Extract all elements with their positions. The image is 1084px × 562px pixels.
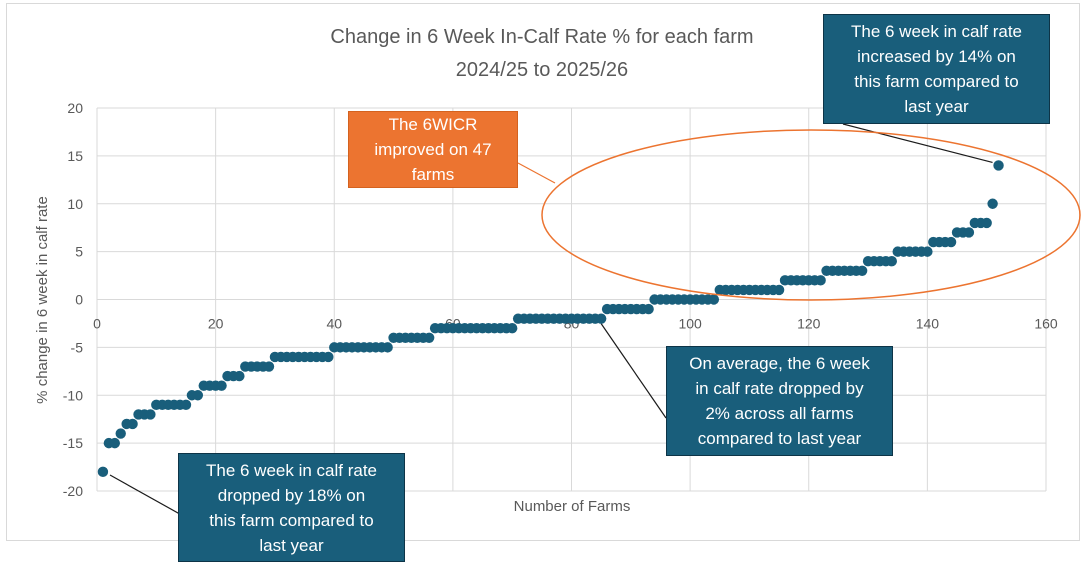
callout-line: The 6WICR (388, 115, 478, 134)
data-point (506, 323, 518, 334)
callout-line: increased by 14% on (857, 47, 1016, 66)
x-axis-label: Number of Farms (514, 498, 631, 515)
gridlines (96, 107, 1047, 492)
data-point (987, 198, 998, 209)
data-point (323, 351, 334, 363)
callout-line: this farm compared to (209, 510, 374, 530)
data-point (643, 303, 654, 315)
data-point (856, 265, 868, 276)
callout-max-drop: The 6 week in calf rate dropped by 18% o… (178, 453, 405, 562)
callout-line: The 6 week in calf rate (850, 22, 1023, 41)
y-tick-labels: -20 -15 -10 -5 0 5 10 15 20 (63, 100, 83, 499)
callout-improved-farms: The 6WICR improved on 47 farms (348, 111, 518, 188)
callout-line: last year (904, 97, 969, 116)
data-point (815, 275, 826, 286)
callout-line: this farm compared to (854, 72, 1019, 91)
data-point (263, 361, 275, 372)
y-tick-label: 20 (67, 100, 83, 116)
callout-line: The 6 week in calf rate (205, 460, 378, 480)
data-point (945, 236, 957, 248)
connector-improved (517, 162, 556, 184)
y-tick-label: 0 (75, 292, 83, 308)
callout-line: 2% across all farms (705, 404, 854, 423)
data-point (234, 370, 245, 382)
x-tick-labels: 020406080100120140160 (93, 316, 1058, 332)
highlight-ellipse (541, 129, 1081, 301)
data-point (180, 399, 192, 411)
x-tick-label: 40 (326, 316, 342, 332)
x-tick-label: 0 (93, 316, 101, 332)
callout-line: compared to last year (697, 429, 862, 448)
x-tick-label: 100 (678, 316, 702, 332)
data-point (773, 284, 785, 296)
data-point (922, 246, 933, 257)
y-tick-label: -10 (63, 387, 83, 403)
data-point (145, 409, 156, 420)
y-axis-label: % change in 6 week in calf rate (34, 196, 51, 404)
y-tick-label: -5 (71, 339, 84, 355)
y-tick-label: 5 (75, 244, 83, 260)
data-point (127, 418, 138, 430)
data-point (595, 313, 607, 324)
callout-line: improved on 47 (374, 140, 492, 159)
y-tick-label: 15 (67, 148, 83, 164)
callout-line: last year (259, 535, 324, 555)
callout-max-increase: The 6 week in calf rate increased by 14%… (823, 14, 1050, 124)
data-point (708, 294, 720, 305)
connector-max-increase (842, 123, 993, 164)
data-point (115, 428, 126, 439)
x-tick-label: 120 (797, 316, 821, 332)
callout-line: On average, the 6 week (689, 354, 870, 373)
y-tick-label: -15 (63, 435, 83, 451)
x-tick-label: 20 (208, 316, 224, 332)
callout-line: farms (411, 165, 455, 184)
data-point (963, 227, 975, 238)
y-tick-label: -20 (63, 483, 83, 499)
x-tick-label: 160 (1034, 316, 1058, 332)
data-point (423, 332, 435, 343)
callout-line: dropped by 18% on (217, 485, 366, 505)
data-point (192, 390, 204, 401)
data-point (216, 380, 227, 391)
chart-title: Change in 6 Week In-Calf Rate % for each… (330, 26, 753, 48)
data-point (382, 342, 393, 353)
data-point (886, 256, 897, 267)
callout-line: in calf rate dropped by (695, 379, 864, 398)
data-point (97, 466, 109, 478)
data-points (97, 160, 1004, 478)
data-point (109, 437, 120, 449)
x-tick-label: 140 (916, 316, 940, 332)
data-point (993, 160, 1004, 171)
connector-average (600, 323, 667, 419)
chart-subtitle: 2024/25 to 2025/26 (456, 59, 628, 81)
data-point (981, 217, 992, 229)
y-tick-label: 10 (67, 196, 83, 212)
callout-average-drop: On average, the 6 week in calf rate drop… (666, 346, 893, 456)
